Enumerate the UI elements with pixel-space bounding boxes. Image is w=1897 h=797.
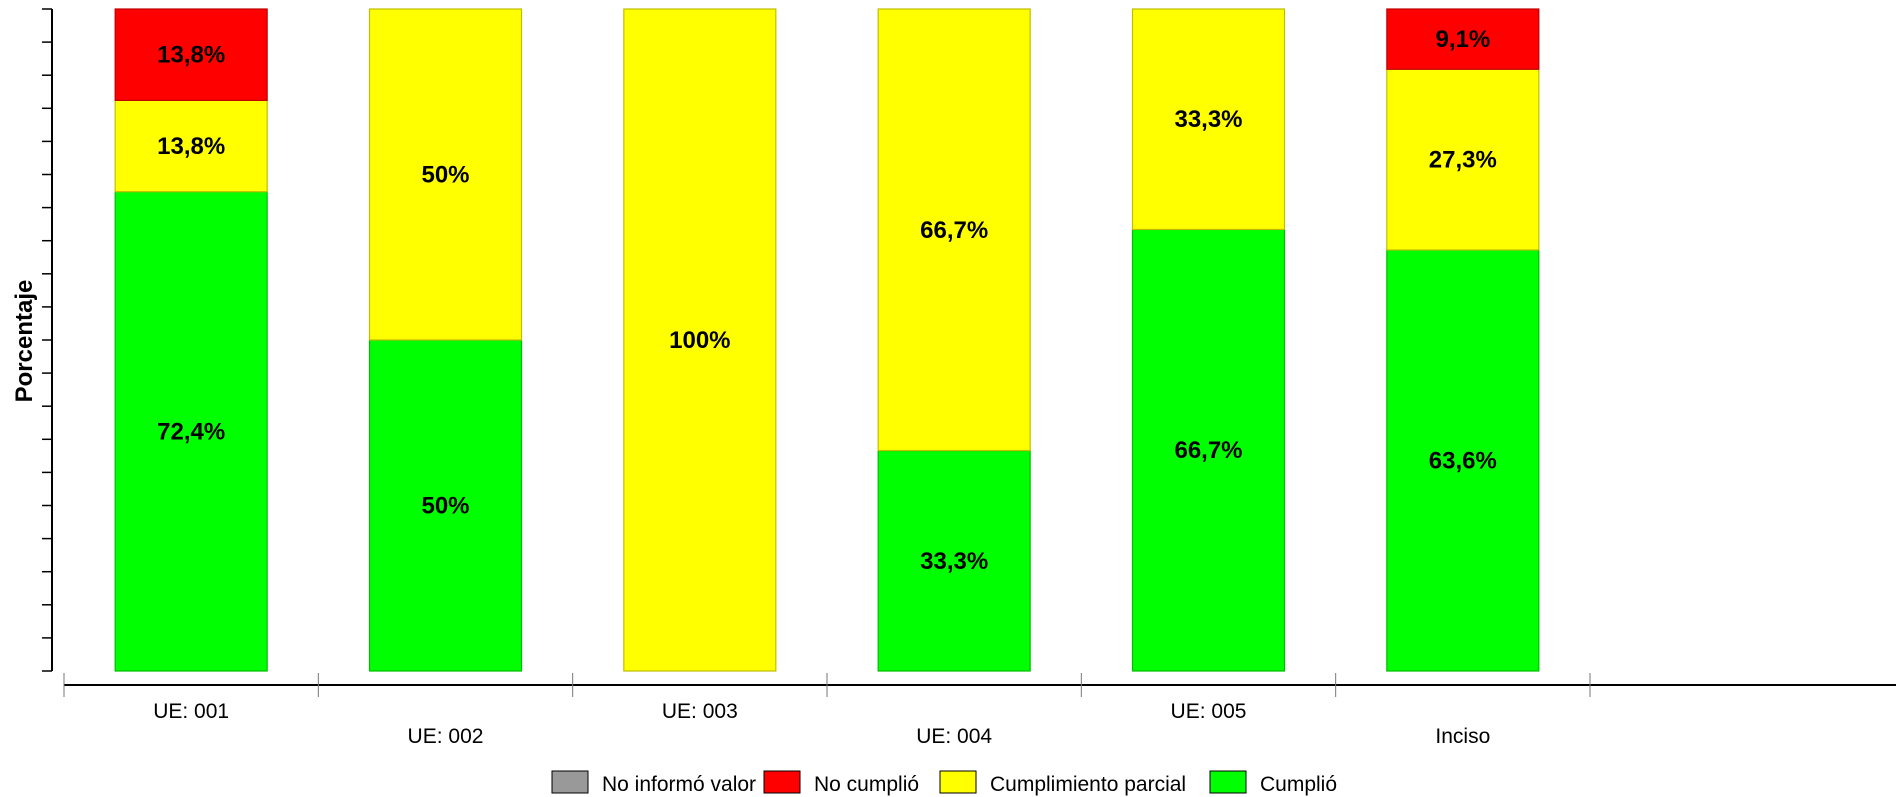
bar-segment [368,8,523,341]
bar-segment [877,449,1031,672]
category-labels: UE: 001 UE: 002 UE: 003 UE: 004 UE: 005 Incis… [153,700,1490,748]
bars [114,8,1540,672]
legend-swatch [1209,770,1247,794]
category-label: UE: 004 [916,725,992,748]
category-label: UE: 003 [662,700,738,723]
data-label: 33,3% [1174,106,1242,133]
data-label: 66,7% [920,217,988,244]
data-label: 27,3% [1429,147,1497,174]
data-label: 13,8% [157,42,225,69]
category-label: UE: 001 [153,700,229,723]
data-label: 13,8% [157,133,225,160]
legend-label: Cumplió [1260,773,1337,796]
data-label: 50% [421,493,469,520]
bar-segment [1386,249,1540,672]
category-label: UE: 005 [1171,700,1247,723]
data-label: 72,4% [157,418,225,445]
legend-label: No cumplió [814,773,919,796]
bar-segment [877,8,1031,452]
category-label: Inciso [1435,725,1490,748]
legend-swatch [763,770,801,794]
bar-segment [623,8,777,672]
bar-segment [114,99,268,193]
legend-label: Cumplimiento parcial [990,773,1186,796]
bar-segment [1131,8,1286,231]
legend-swatch [939,770,977,794]
data-label: 50% [421,162,469,189]
segment-labels: 72,4% 13,8% 13,8% 50% 50% 100% 33,3% 66,7% 66,7%… [157,26,1497,575]
legend-swatch [551,770,589,794]
bar-segment [114,191,268,672]
bar-segment [114,8,268,101]
data-label: 100% [669,327,730,354]
bar-segment [1131,228,1286,672]
bar-segment [1386,68,1540,251]
data-label: 66,7% [1174,437,1242,464]
y-axis [42,8,53,672]
data-label: 63,6% [1429,447,1497,474]
legend-label: No informó valor [602,773,756,796]
bar-segment [1386,8,1540,70]
x-axis [63,673,1896,697]
legend: No informó valor No cumplió Cumplimiento p… [551,770,1337,796]
category-label: UE: 002 [408,725,484,748]
data-label: 9,1% [1435,26,1490,53]
data-label: 33,3% [920,548,988,575]
y-axis-title: Porcentaje [11,280,38,403]
